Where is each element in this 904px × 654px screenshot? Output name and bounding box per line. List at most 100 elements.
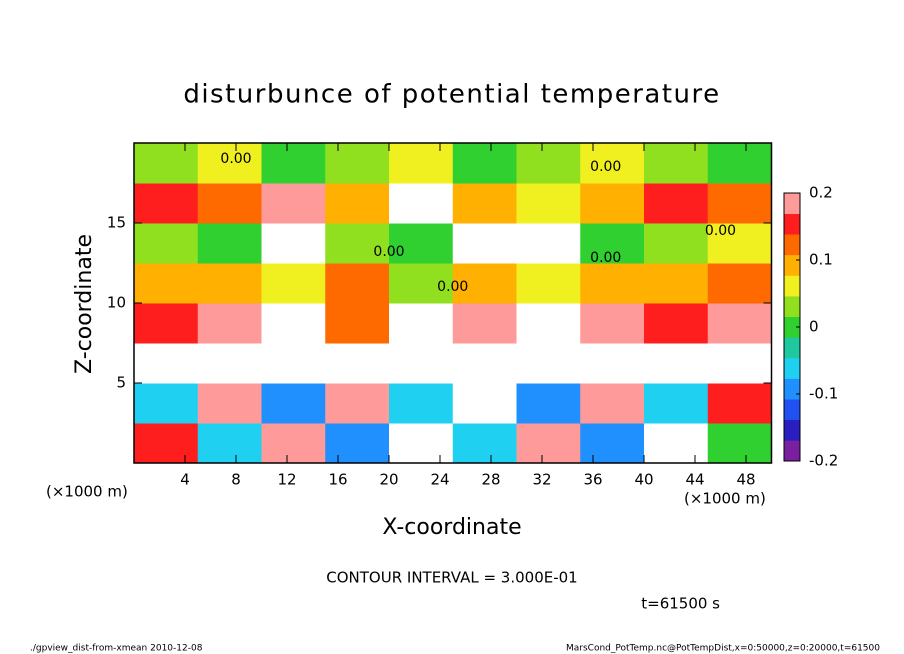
heatmap-cell <box>325 263 390 304</box>
x-tick-label: 8 <box>231 471 241 489</box>
heatmap-cell <box>134 343 199 384</box>
x-tick-label: 4 <box>180 471 190 489</box>
heatmap-cell <box>389 223 454 264</box>
heatmap-cell <box>644 423 709 464</box>
colorbar-tick-label: 0.2 <box>809 184 833 202</box>
contour-label: 0.00 <box>590 159 621 175</box>
heatmap-cell <box>389 303 454 344</box>
heatmap-cell <box>452 183 517 224</box>
heatmap-cell <box>516 383 581 424</box>
heatmap-cell <box>452 223 517 264</box>
contour-label: 0.00 <box>437 279 468 295</box>
heatmap-cell <box>707 383 772 424</box>
time-label: t=61500 s <box>641 595 720 613</box>
heatmap-cell <box>580 423 645 464</box>
contour-label: 0.00 <box>220 151 251 167</box>
colorbar-swatch <box>784 296 800 317</box>
heatmap-cell <box>707 223 772 264</box>
heatmap-cell <box>325 183 390 224</box>
heatmap-cell <box>452 143 517 184</box>
heatmap-cell <box>134 183 199 224</box>
heatmap-cell <box>644 183 709 224</box>
heatmap-cell <box>580 143 645 184</box>
x-tick-label: 16 <box>328 471 347 489</box>
heatmap-cell <box>261 183 326 224</box>
footer-right: MarsCond_PotTemp.nc@PotTempDist,x=0:5000… <box>566 644 880 654</box>
heatmap-cell <box>644 303 709 344</box>
heatmap-cell <box>516 223 581 264</box>
x-tick-label: 40 <box>634 471 653 489</box>
heatmap-cell <box>452 343 517 384</box>
colorbar-swatch <box>784 213 800 235</box>
heatmap-cell <box>197 423 262 464</box>
heatmap-cell <box>134 423 199 464</box>
heatmap-cell <box>325 343 390 384</box>
heatmap-cell <box>644 343 709 384</box>
heatmap-cell <box>707 143 772 184</box>
heatmap-cell <box>516 423 581 464</box>
heatmap-cell <box>644 223 709 264</box>
heatmap-cell <box>134 143 199 184</box>
colorbar-tick-label: 0 <box>809 318 819 336</box>
x-tick-label: 12 <box>277 471 296 489</box>
x-tick-label: 36 <box>583 471 602 489</box>
contour-label: 0.00 <box>590 250 621 266</box>
colorbar-swatch <box>784 378 800 400</box>
colorbar-swatch <box>784 275 800 297</box>
heatmap-cell <box>261 223 326 264</box>
annotation: CONTOUR INTERVAL = 3.000E-01 <box>326 569 577 587</box>
colorbar-swatch <box>784 234 800 256</box>
heatmap-cell <box>389 343 454 384</box>
heatmap-cell <box>197 183 262 224</box>
heatmap-cell <box>134 303 199 344</box>
colorbar-swatch <box>784 193 800 214</box>
heatmap-cell <box>644 143 709 184</box>
heatmap-cell <box>134 223 199 264</box>
colorbar-swatch <box>784 419 800 441</box>
x-tick-label: 28 <box>481 471 500 489</box>
colorbar-swatch <box>784 337 800 359</box>
heatmap-cell <box>261 383 326 424</box>
heatmap-cell <box>261 423 326 464</box>
heatmap-cell <box>389 263 454 304</box>
colorbar-swatch <box>784 316 800 338</box>
heatmap-cell <box>452 423 517 464</box>
heatmap-cell <box>134 383 199 424</box>
colorbar-swatch <box>784 254 800 276</box>
chart-title: disturbunce of potential temperature <box>183 80 720 110</box>
heatmap-cell <box>580 223 645 264</box>
colorbar-swatch <box>784 357 800 379</box>
x-axis-label: X-coordinate <box>382 515 521 540</box>
colorbar-swatch <box>784 440 800 462</box>
contour-label: 0.00 <box>705 223 736 239</box>
heatmap-cell <box>325 223 390 264</box>
x-tick-label: 44 <box>685 471 704 489</box>
heatmap-cell <box>325 383 390 424</box>
x-tick-label: 32 <box>532 471 551 489</box>
heatmap-cell <box>516 343 581 384</box>
heatmap-cell <box>516 143 581 184</box>
heatmap-cell <box>644 263 709 304</box>
heatmap-cell <box>197 383 262 424</box>
x-unit: (×1000 m) <box>684 490 766 508</box>
heatmap-cell <box>197 343 262 384</box>
x-tick-label: 20 <box>379 471 398 489</box>
heatmap-cell <box>389 143 454 184</box>
heatmap-cell <box>516 303 581 344</box>
heatmap-cell <box>580 303 645 344</box>
footer-left: ./gpview_dist-from-xmean 2010-12-08 <box>30 644 203 654</box>
y-axis-label: Z-coordinate <box>72 234 97 374</box>
x-tick-label: 48 <box>736 471 755 489</box>
heatmap-cell <box>516 263 581 304</box>
y-tick-label: 10 <box>107 294 126 312</box>
heatmap-cell <box>389 383 454 424</box>
colorbar-tick-label: -0.1 <box>809 385 838 403</box>
heatmap-cell <box>389 183 454 224</box>
heatmap-cell <box>325 143 390 184</box>
heatmap-cell <box>134 263 199 304</box>
heatmap-cell <box>389 423 454 464</box>
heatmap-cell <box>580 343 645 384</box>
y-tick-label: 15 <box>107 214 126 232</box>
x-tick-label: 24 <box>430 471 449 489</box>
